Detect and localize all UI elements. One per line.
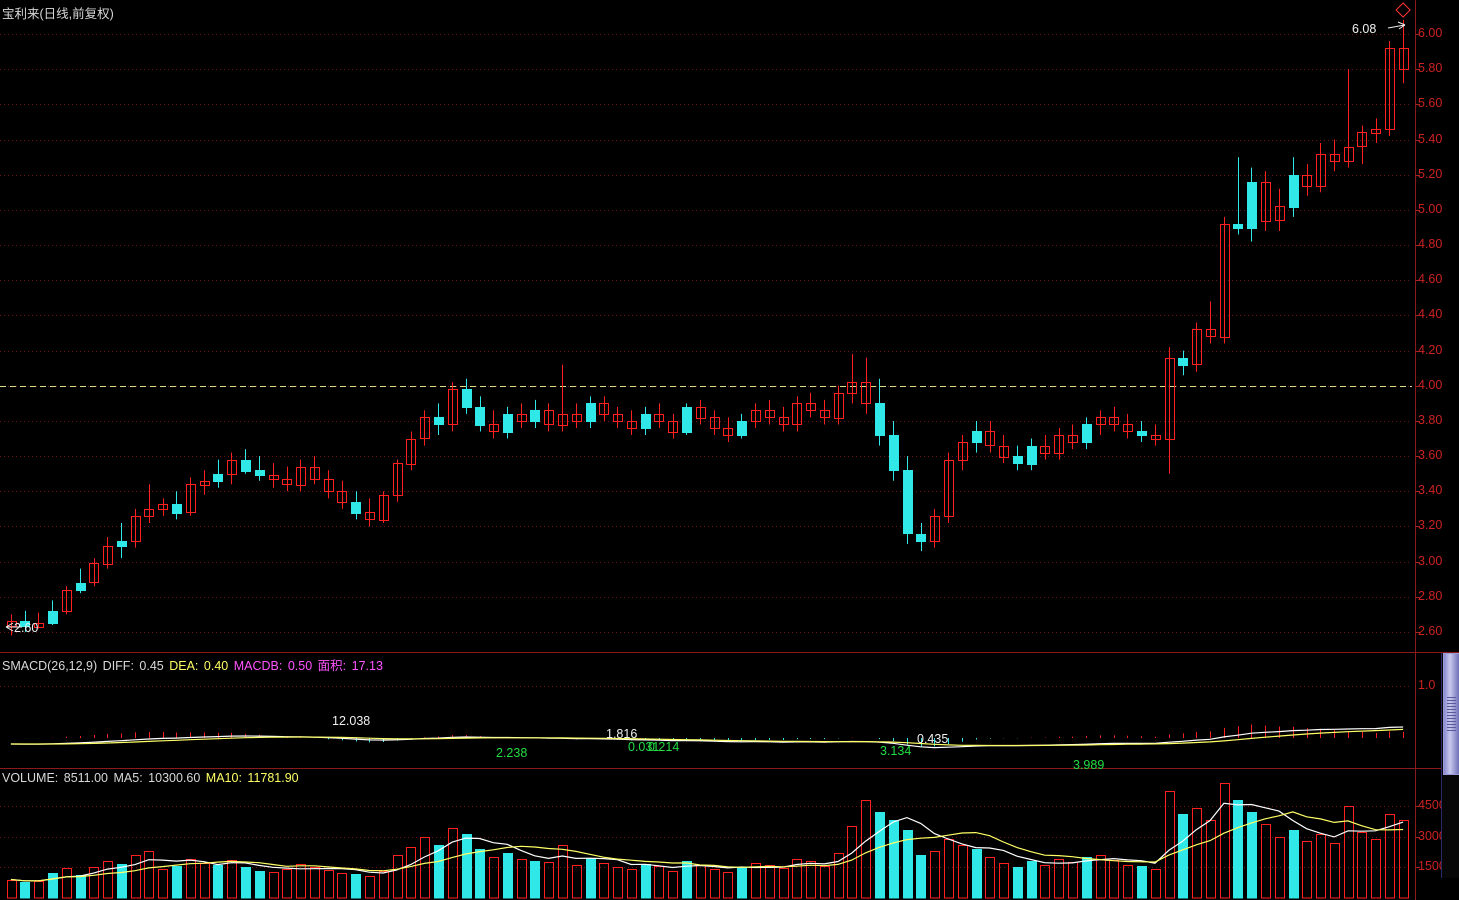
macd-macdb-label: MACDB:	[233, 659, 283, 673]
volume-header: VOLUME: 8511.00 MA5: 10300.60 MA10: 1178…	[2, 771, 301, 785]
macd-annotation: 0.435	[917, 732, 949, 746]
price-chart-panel[interactable]	[0, 0, 1459, 652]
macd-dea-value: 0.40	[203, 659, 229, 673]
macd-annotation: 3.989	[1073, 758, 1105, 772]
high-price-annotation: 6.08	[1352, 22, 1377, 36]
macd-annotation: 1.816	[606, 727, 638, 741]
macd-diff-value: 0.45	[139, 659, 164, 673]
macd-dea-label: DEA:	[169, 659, 199, 673]
macd-annotation: 0.214	[648, 740, 680, 754]
price-macd-separator	[0, 652, 1459, 653]
macd-area-label: 面积:	[317, 659, 347, 673]
macd-annotation: 12.038	[332, 714, 371, 728]
volume-canvas[interactable]	[0, 769, 1459, 900]
price-chart-canvas[interactable]	[0, 0, 1459, 652]
volume-ma5-label: MA5:	[113, 771, 143, 785]
volume-panel[interactable]	[0, 769, 1459, 900]
macd-area-value: 17.13	[351, 659, 383, 673]
volume-label: VOLUME:	[2, 771, 59, 785]
page-title: 宝利来(日线,前复权)	[2, 3, 116, 22]
volume-ma5-value: 10300.60	[148, 771, 201, 785]
scrollbar-thumb[interactable]	[1443, 653, 1459, 775]
vertical-scrollbar[interactable]	[1441, 653, 1459, 878]
volume-ma10-value: 11781.90	[247, 771, 299, 785]
macd-annotation: 3.134	[880, 744, 912, 758]
volume-value: 8511.00	[63, 771, 109, 785]
low-price-annotation: 2.60	[14, 621, 39, 635]
volume-ma10-label: MA10:	[205, 771, 242, 785]
macd-diff-label: DIFF:	[102, 659, 134, 673]
macd-panel[interactable]	[0, 653, 1459, 766]
scrollbar-grip-icon	[1447, 697, 1456, 731]
macd-canvas[interactable]	[0, 653, 1459, 766]
macd-indicator-name: SMACD(26,12,9)	[2, 659, 98, 673]
macd-macdb-value: 0.50	[287, 659, 313, 673]
macd-volume-separator	[0, 768, 1459, 769]
macd-header: SMACD(26,12,9) DIFF: 0.45 DEA: 0.40 MACD…	[2, 655, 385, 674]
instrument-title: 宝利来(日线,前复权)	[2, 7, 114, 21]
macd-annotation: 0.031	[628, 740, 660, 754]
macd-annotation: 2.238	[496, 746, 528, 760]
